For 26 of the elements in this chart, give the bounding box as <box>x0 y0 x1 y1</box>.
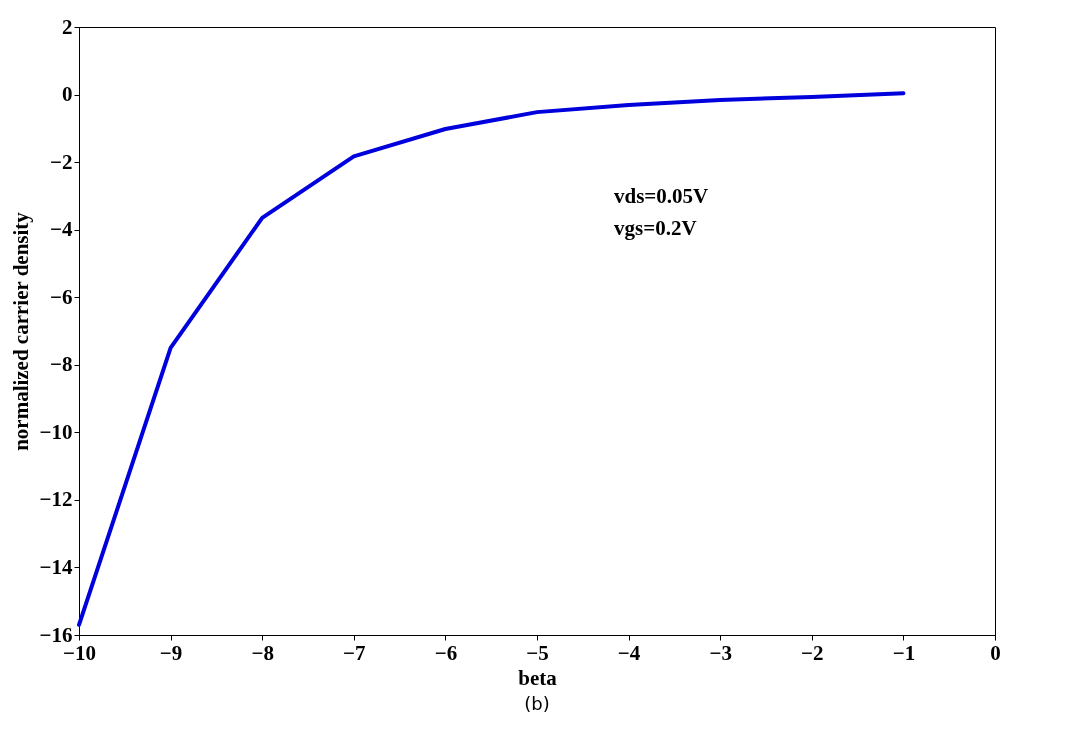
line-series <box>77 91 906 627</box>
x-axis-title: beta <box>518 665 558 690</box>
x-tick-label: −2 <box>801 640 824 665</box>
y-tick-label: 0 <box>62 82 73 107</box>
y-tick-label: 2 <box>62 14 73 39</box>
text: (b) <box>524 693 550 714</box>
y-tick-label: −16 <box>39 622 73 647</box>
annotation: vds=0.05V <box>614 184 709 208</box>
x-tick-label: −9 <box>159 640 183 665</box>
x-tick-label: −3 <box>709 640 732 665</box>
y-tick-label: −4 <box>50 217 73 242</box>
y-tick-label: −2 <box>50 149 73 174</box>
x-tick-label: −7 <box>343 640 366 665</box>
x-tick-label: −8 <box>251 640 274 665</box>
x-tick-label: −6 <box>434 640 458 665</box>
y-axis-title: normalized carrier density <box>8 211 33 451</box>
x-tick-label: −1 <box>892 640 916 665</box>
y-tick-label: −6 <box>50 284 73 309</box>
x-tick-label: −4 <box>617 640 641 665</box>
x-tick-label: −5 <box>526 640 549 665</box>
annotation: vgs=0.2V <box>614 216 697 240</box>
x-tick-label: 0 <box>990 640 1001 665</box>
y-tick-label: −14 <box>39 554 73 579</box>
y-tick-label: −10 <box>39 419 73 444</box>
y-tick-label: −8 <box>50 352 73 377</box>
y-tick-label: −12 <box>39 487 73 512</box>
